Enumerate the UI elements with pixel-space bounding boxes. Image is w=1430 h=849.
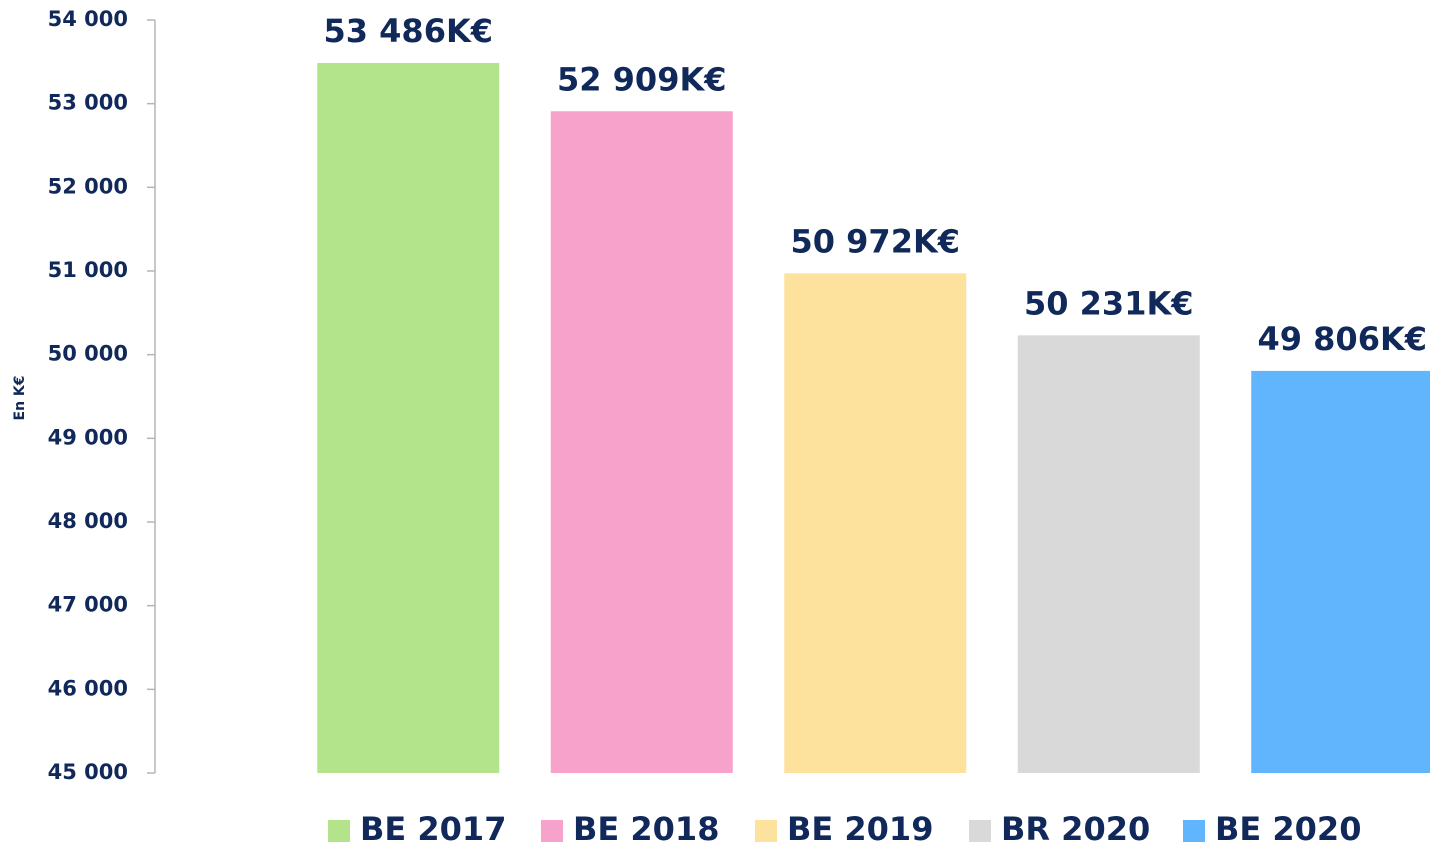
data-label: 49 806K€ bbox=[1257, 320, 1427, 358]
y-tick-label: 51 000 bbox=[48, 258, 128, 282]
legend-label: BR 2020 bbox=[1001, 810, 1150, 848]
data-label: 50 231K€ bbox=[1024, 284, 1194, 322]
legend-label: BE 2018 bbox=[573, 810, 719, 848]
y-tick-label: 50 000 bbox=[48, 342, 128, 366]
y-tick-label: 49 000 bbox=[48, 425, 128, 449]
legend-swatch bbox=[541, 820, 563, 842]
y-axis-label: En K€ bbox=[12, 376, 28, 421]
bar bbox=[550, 111, 733, 773]
legend-swatch bbox=[328, 820, 350, 842]
legend-label: BE 2017 bbox=[360, 810, 506, 848]
legend-label: BE 2019 bbox=[787, 810, 933, 848]
bar bbox=[317, 63, 500, 774]
y-tick-label: 52 000 bbox=[48, 174, 128, 198]
legend-swatch bbox=[755, 820, 777, 842]
data-label: 53 486K€ bbox=[323, 12, 493, 50]
legend-swatch bbox=[1183, 820, 1205, 842]
legend-swatch bbox=[969, 820, 991, 842]
bar bbox=[1251, 370, 1430, 773]
y-tick-label: 48 000 bbox=[48, 509, 128, 533]
data-label: 52 909K€ bbox=[557, 60, 727, 98]
bar bbox=[784, 273, 967, 773]
bar bbox=[1017, 335, 1200, 773]
y-tick-label: 45 000 bbox=[48, 760, 128, 784]
data-label: 50 972K€ bbox=[790, 222, 960, 260]
y-tick-label: 46 000 bbox=[48, 676, 128, 700]
y-tick-label: 54 000 bbox=[48, 7, 128, 31]
legend-label: BE 2020 bbox=[1215, 810, 1361, 848]
y-tick-label: 53 000 bbox=[48, 91, 128, 115]
y-tick-label: 47 000 bbox=[48, 593, 128, 617]
